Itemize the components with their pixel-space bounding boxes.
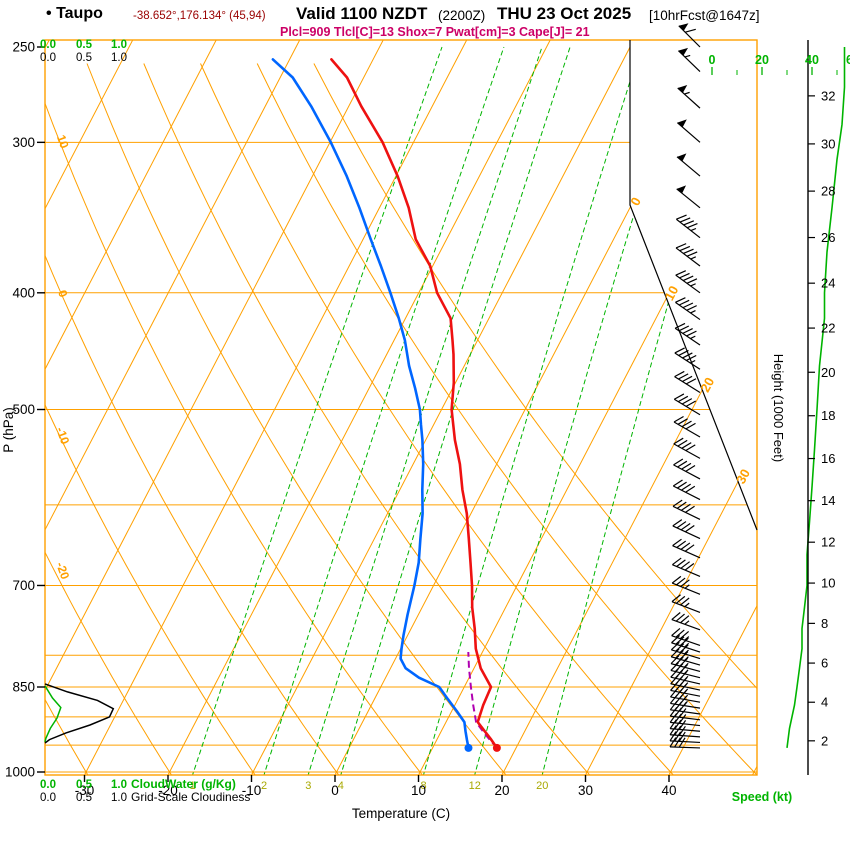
svg-text:P (hPa): P (hPa)	[1, 407, 16, 453]
svg-text:20: 20	[697, 375, 717, 395]
wind-barbs	[669, 23, 701, 749]
temperature-axis: -30 -20 -10 0 10 20 30 40 Temperature (C)	[75, 775, 677, 821]
indices-line: Plcl=909 Tlcl[C]=13 Shox=7 Pwat[cm]=3 Ca…	[280, 25, 590, 39]
svg-text:14: 14	[821, 493, 835, 508]
svg-text:12: 12	[821, 535, 835, 550]
svg-text:0.5: 0.5	[76, 779, 93, 791]
svg-text:60: 60	[846, 53, 850, 67]
svg-text:16: 16	[821, 451, 835, 466]
svg-text:Temperature (C): Temperature (C)	[352, 806, 450, 821]
svg-text:1000: 1000	[5, 765, 35, 780]
temperature-curve	[330, 58, 499, 750]
svg-text:Speed (kt): Speed (kt)	[732, 790, 792, 804]
svg-text:-10: -10	[242, 783, 262, 798]
svg-text:700: 700	[12, 578, 35, 593]
svg-text:0.0: 0.0	[40, 39, 56, 51]
svg-text:3: 3	[305, 780, 311, 792]
svg-text:4: 4	[821, 695, 828, 710]
svg-text:12: 12	[469, 780, 481, 792]
speed-profile	[786, 47, 846, 749]
svg-text:500: 500	[12, 402, 35, 417]
svg-text:1.0: 1.0	[111, 779, 127, 791]
station-name: Taupo	[56, 5, 103, 22]
svg-text:40: 40	[805, 53, 819, 67]
svg-text:0.0: 0.0	[40, 779, 56, 791]
svg-text:4: 4	[338, 780, 344, 792]
plot-frame	[44, 39, 758, 776]
svg-text:0.5: 0.5	[76, 792, 92, 804]
speed-axis: 0 20 40 60 Speed (kt)	[709, 53, 850, 804]
svg-text:0: 0	[709, 53, 716, 67]
svg-text:30: 30	[733, 467, 753, 487]
bullet-icon: •	[46, 5, 52, 22]
svg-text:10: 10	[821, 576, 835, 591]
svg-text:28: 28	[821, 184, 835, 199]
svg-text:32: 32	[821, 88, 835, 103]
svg-text:10: 10	[411, 783, 426, 798]
svg-text:24: 24	[821, 276, 835, 291]
skewt-grid	[45, 40, 757, 775]
svg-text:-10: -10	[53, 425, 72, 446]
cloudiness-profile	[44, 683, 115, 744]
svg-text:40: 40	[661, 783, 676, 798]
svg-text:CloudWater (g/Kg): CloudWater (g/Kg)	[131, 777, 236, 791]
svg-text:0: 0	[55, 288, 71, 299]
svg-text:0: 0	[331, 783, 339, 798]
svg-text:10: 10	[661, 283, 681, 303]
svg-text:2: 2	[261, 780, 267, 792]
mixing-ratio-labels: 1 2 3 4 8 12 20	[190, 780, 549, 792]
svg-text:30: 30	[578, 783, 593, 798]
svg-text:8: 8	[821, 616, 828, 631]
station-coords: -38.652°,176.134° (45,94)	[133, 10, 266, 22]
svg-text:-20: -20	[53, 560, 72, 581]
dewpoint-curve	[271, 58, 470, 750]
svg-text:0.0: 0.0	[40, 52, 56, 64]
surface-dots	[464, 743, 501, 752]
cloudwater-profile	[44, 685, 62, 743]
valid-date: THU 23 Oct 2025	[497, 4, 632, 23]
svg-text:6: 6	[821, 656, 828, 671]
svg-text:850: 850	[12, 680, 35, 695]
svg-text:22: 22	[821, 321, 835, 336]
parcel-curve	[467, 651, 498, 749]
svg-text:10: 10	[54, 133, 72, 151]
svg-text:1.0: 1.0	[111, 792, 127, 804]
svg-text:300: 300	[12, 135, 35, 150]
svg-text:0.0: 0.0	[40, 792, 56, 804]
svg-text:0.5: 0.5	[76, 39, 93, 51]
svg-text:20: 20	[494, 783, 509, 798]
svg-text:Grid-Scale Cloudiness: Grid-Scale Cloudiness	[131, 790, 250, 804]
svg-text:8: 8	[420, 780, 426, 792]
svg-text:1.0: 1.0	[111, 52, 127, 64]
svg-text:30: 30	[821, 136, 835, 151]
valid-zulu: (2200Z)	[438, 8, 486, 23]
svg-text:Height (1000 Feet): Height (1000 Feet)	[771, 354, 786, 462]
svg-text:26: 26	[821, 230, 835, 245]
svg-text:-30: -30	[75, 783, 95, 798]
cloud-scales: 0.0 0.5 1.0 0.0 0.5 1.0 0.0 0.5 1.0 CloudWater (g…	[40, 39, 250, 804]
svg-text:20: 20	[821, 365, 835, 380]
svg-text:1: 1	[190, 780, 196, 792]
svg-text:1.0: 1.0	[111, 39, 127, 51]
station-title: • Taupo	[46, 5, 103, 23]
svg-text:400: 400	[12, 285, 35, 300]
valid-time: Valid 1100 NZDT	[296, 4, 428, 23]
svg-text:0.5: 0.5	[76, 52, 92, 64]
pressure-axis: 250 300 400 500 700 850 1000 P (hPa)	[1, 40, 45, 780]
forecast-info: [10hrFcst@1647z]	[649, 8, 760, 23]
svg-text:18: 18	[821, 408, 835, 423]
wind-region-boundary	[629, 40, 758, 531]
svg-text:2: 2	[821, 733, 828, 748]
svg-text:20: 20	[755, 53, 769, 67]
svg-text:250: 250	[12, 40, 35, 55]
svg-text:20: 20	[536, 780, 548, 792]
svg-text:-20: -20	[158, 783, 178, 798]
